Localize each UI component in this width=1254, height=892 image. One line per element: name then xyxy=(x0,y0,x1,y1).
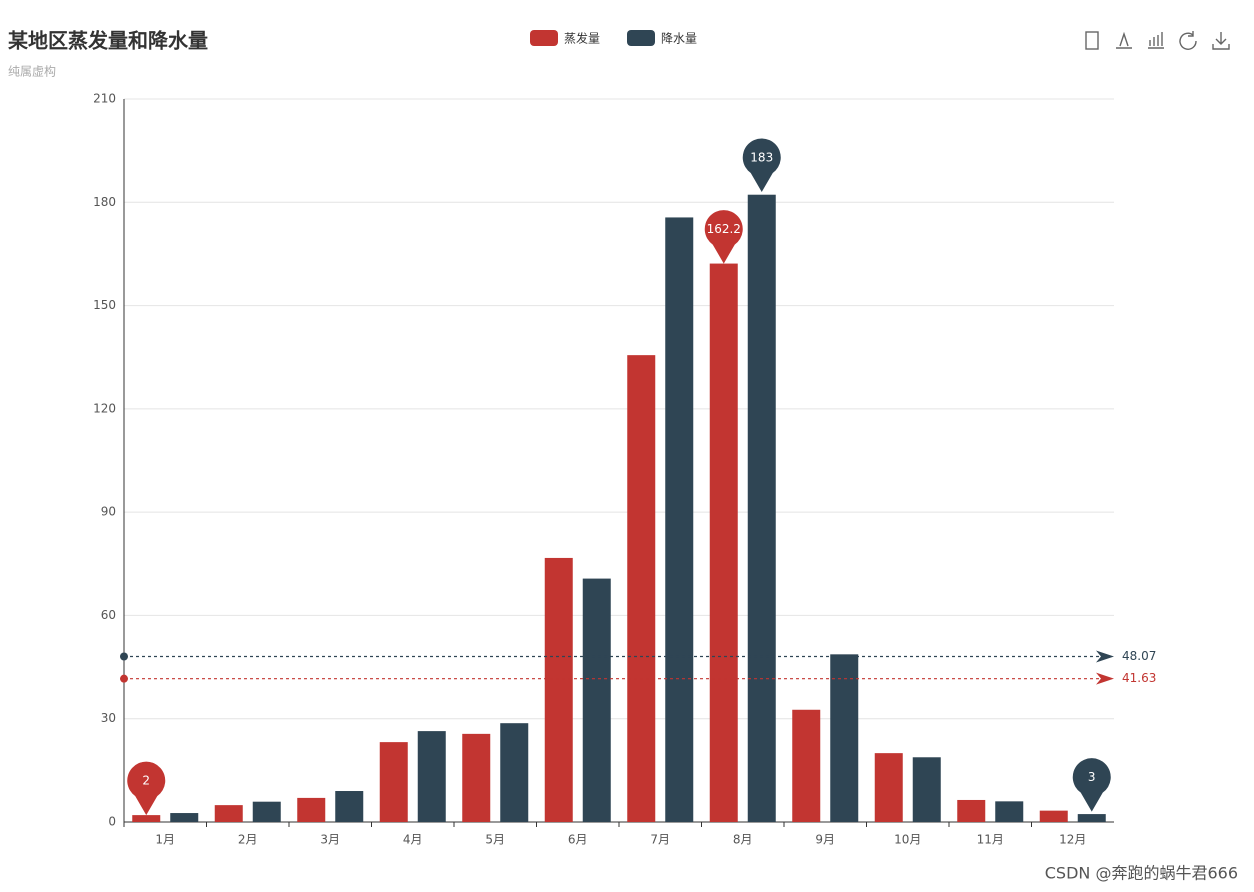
bar xyxy=(912,757,941,822)
data-view-button[interactable] xyxy=(1085,31,1099,50)
mark-label: 162.2 xyxy=(707,222,741,236)
y-tick-label: 30 xyxy=(101,711,116,725)
legend-label: 降水量 xyxy=(661,32,697,46)
mark-pin xyxy=(127,761,166,816)
y-tick-label: 90 xyxy=(101,505,116,519)
legend-swatch xyxy=(530,30,558,46)
bar xyxy=(830,654,859,822)
mark-label: 2 xyxy=(142,774,150,788)
x-tick-label: 10月 xyxy=(894,833,921,847)
x-tick-label: 4月 xyxy=(403,833,423,847)
mark-label: 3 xyxy=(1088,770,1096,784)
y-tick-label: 210 xyxy=(93,92,116,106)
legend-swatch xyxy=(627,30,655,46)
save-image-button[interactable] xyxy=(1212,32,1230,50)
bar xyxy=(874,753,903,822)
y-tick-label: 150 xyxy=(93,298,116,312)
toolbox[interactable] xyxy=(1085,31,1230,50)
bar xyxy=(297,797,326,822)
bar xyxy=(252,801,281,822)
bar xyxy=(417,731,446,822)
bar xyxy=(544,557,573,822)
bar xyxy=(379,742,408,822)
x-tick-label: 5月 xyxy=(485,833,505,847)
bar xyxy=(1077,814,1106,822)
bar xyxy=(1039,810,1068,822)
legend-label: 蒸发量 xyxy=(564,31,600,46)
bar xyxy=(995,801,1024,822)
mark-pin xyxy=(1072,758,1111,812)
average-dot xyxy=(120,674,128,683)
bar xyxy=(214,805,243,822)
chart-subtitle: 纯属虚构 xyxy=(8,64,56,79)
y-tick-label: 0 xyxy=(108,815,116,829)
bar xyxy=(957,799,986,822)
bar xyxy=(462,733,491,822)
x-tick-label: 7月 xyxy=(650,833,670,847)
x-tick-label: 11月 xyxy=(977,833,1004,847)
watermark: CSDN @奔跑的蜗牛君666 xyxy=(1045,864,1238,883)
bar xyxy=(582,578,611,822)
bar xyxy=(665,217,694,823)
average-label: 48.07 xyxy=(1122,649,1156,663)
average-dot xyxy=(120,652,128,661)
chart-title: 某地区蒸发量和降水量 xyxy=(8,29,208,53)
restore-button[interactable] xyxy=(1179,31,1197,50)
mark-pin xyxy=(742,138,781,192)
x-tick-label: 9月 xyxy=(815,833,835,847)
mark-pin xyxy=(704,210,743,264)
bar xyxy=(335,791,364,822)
x-tick-label: 12月 xyxy=(1059,833,1086,847)
x-tick-label: 1月 xyxy=(155,833,175,847)
mark-label: 183 xyxy=(750,150,773,164)
y-tick-label: 120 xyxy=(93,401,116,415)
y-tick-label: 180 xyxy=(93,195,116,209)
bar xyxy=(170,813,199,822)
bar xyxy=(132,815,161,822)
line-switch-button[interactable] xyxy=(1116,31,1132,49)
average-arrow xyxy=(1096,672,1114,685)
bar xyxy=(500,723,529,822)
x-tick-label: 3月 xyxy=(320,833,340,847)
x-tick-label: 2月 xyxy=(238,833,258,847)
bar xyxy=(709,263,738,822)
y-tick-label: 60 xyxy=(101,608,116,622)
x-tick-label: 8月 xyxy=(733,833,753,847)
bar xyxy=(747,194,776,822)
average-label: 41.63 xyxy=(1122,671,1156,685)
bar-switch-button[interactable] xyxy=(1148,32,1164,49)
bar xyxy=(792,709,821,822)
x-tick-label: 6月 xyxy=(568,833,588,847)
bar xyxy=(627,355,656,822)
average-arrow xyxy=(1096,650,1114,663)
